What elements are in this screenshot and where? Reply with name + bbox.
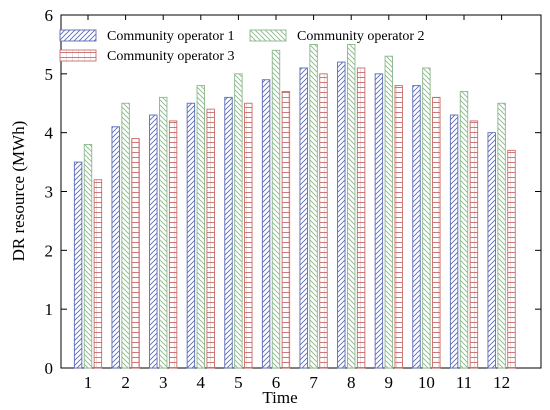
x-tick-label: 4 <box>197 373 206 392</box>
bar-series-2-time-3 <box>158 96 168 369</box>
bar-series-1-time-5 <box>224 96 233 369</box>
bar-series-2-time-7 <box>309 43 318 369</box>
bar-series-1-time-8 <box>337 61 346 369</box>
bar-series-1-time-7 <box>299 67 308 369</box>
legend-label-series-1: Community operator 1 <box>107 29 235 44</box>
x-axis-label: Time <box>262 388 297 407</box>
legend-swatch-series-2 <box>249 29 287 42</box>
bar-series-2-time-12 <box>497 102 506 369</box>
x-tick-label: 9 <box>385 373 394 392</box>
bar-series-2-time-4 <box>196 85 206 369</box>
bar-series-3-time-6 <box>281 91 291 369</box>
bar-series-1-time-2 <box>111 126 120 369</box>
bar-series-2-time-11 <box>459 91 469 369</box>
bar-series-1-time-4 <box>186 102 196 369</box>
y-axis-ticks: 0 1 2 3 4 5 6 <box>45 6 541 378</box>
x-tick-label: 6 <box>272 373 281 392</box>
bar-series-2-time-5 <box>234 73 243 369</box>
bar-series-2-time-10 <box>422 67 431 369</box>
x-tick-label: 5 <box>234 373 243 392</box>
x-tick-label: 7 <box>309 373 318 392</box>
bar-series-1-time-3 <box>149 114 158 369</box>
bar-series-3-time-10 <box>432 96 441 369</box>
legend: Community operator 1 Community operator 2… <box>59 29 425 64</box>
y-tick-label: 0 <box>45 359 54 378</box>
y-tick-label: 3 <box>45 183 54 202</box>
bar-series-2-time-2 <box>121 102 130 369</box>
bar-series-3-time-4 <box>206 108 215 369</box>
bar-series-2-time-6 <box>271 49 281 369</box>
bar-series-1-time-10 <box>412 85 421 369</box>
bar-series-3-time-11 <box>469 120 479 369</box>
bar-series-3-time-3 <box>168 120 178 369</box>
y-tick-label: 5 <box>45 65 54 84</box>
bar-series-1-time-1 <box>73 161 83 369</box>
legend-label-series-2: Community operator 2 <box>297 29 425 44</box>
y-tick-label: 6 <box>45 6 54 25</box>
y-tick-label: 4 <box>45 124 54 143</box>
y-tick-label: 2 <box>45 241 54 260</box>
bar-series-3-time-2 <box>131 138 140 369</box>
legend-swatch-series-1 <box>59 29 97 42</box>
bar-series-3-time-12 <box>507 149 516 369</box>
bar-series-2-time-9 <box>384 55 393 369</box>
bar-series-3-time-7 <box>319 73 328 369</box>
x-tick-label: 8 <box>347 373 356 392</box>
x-tick-label: 10 <box>418 373 435 392</box>
bar-series-1-time-6 <box>261 79 271 369</box>
x-tick-label: 11 <box>456 373 472 392</box>
y-axis-label: DR resource (MWh) <box>9 121 28 262</box>
bar-series-2-time-8 <box>347 43 356 369</box>
bar-series-3-time-9 <box>394 85 403 369</box>
bar-series-2-time-1 <box>83 143 93 369</box>
x-tick-label: 1 <box>84 373 93 392</box>
x-tick-label: 2 <box>121 373 130 392</box>
bar-series-3-time-1 <box>93 179 103 369</box>
bar-series-group <box>73 43 516 369</box>
bar-series-3-time-8 <box>356 67 366 369</box>
bar-series-1-time-12 <box>487 132 496 369</box>
bar-series-1-time-9 <box>374 73 384 369</box>
y-tick-label: 1 <box>45 300 54 319</box>
x-axis-ticks: 1 2 3 4 5 6 7 8 9 10 11 12 <box>84 15 510 392</box>
legend-swatch-series-3 <box>59 49 97 62</box>
bar-series-3-time-5 <box>244 102 253 369</box>
x-tick-label: 12 <box>493 373 510 392</box>
x-tick-label: 3 <box>159 373 168 392</box>
legend-label-series-3: Community operator 3 <box>107 49 235 64</box>
bar-series-1-time-11 <box>449 114 459 369</box>
